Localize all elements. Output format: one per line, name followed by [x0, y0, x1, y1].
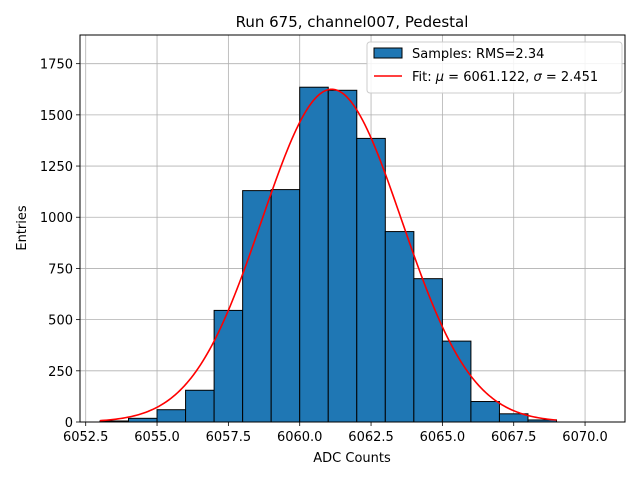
y-axis-label: Entries — [15, 205, 30, 251]
legend-fit-sigma-symbol: σ — [534, 70, 543, 85]
histogram-bar — [213, 309, 244, 423]
histogram-bar — [242, 190, 272, 423]
histogram-bar — [156, 409, 187, 423]
fit-curve — [99, 88, 557, 422]
y-tick-label: 0 — [65, 416, 73, 431]
x-axis-ticks: 6052.5 6055.0 6057.5 6060.0 6062.5 6065.0 6067… — [63, 422, 608, 445]
histogram-bar — [413, 278, 443, 423]
histogram-bar — [327, 89, 358, 423]
x-tick-label: 6065.0 — [420, 430, 466, 445]
y-tick-label: 1250 — [40, 160, 73, 175]
legend-box — [366, 41, 623, 94]
x-tick-label: 6062.5 — [348, 430, 394, 445]
legend-fit-prefix: Fit: — [412, 70, 436, 85]
legend-fit-sigma-value: = 2.451 — [542, 70, 598, 85]
y-tick-label: 250 — [48, 365, 73, 380]
histogram-bars — [99, 86, 558, 423]
legend-fit-mu-value: = 6061.122, — [444, 70, 533, 85]
x-tick-label: 6060.0 — [277, 430, 323, 445]
chart-title: Run 675, channel007, Pedestal — [236, 13, 469, 31]
fit-curve-group — [99, 88, 557, 422]
legend-fit-mu-symbol: μ — [435, 70, 444, 85]
histogram-bar — [270, 189, 301, 423]
histogram-bar — [356, 137, 386, 423]
x-tick-label: 6052.5 — [63, 430, 109, 445]
legend: Samples: RMS=2.34 Fit: μ = 6061.122, σ =… — [366, 41, 623, 94]
y-tick-label: 500 — [48, 314, 73, 329]
x-tick-label: 6057.5 — [206, 430, 252, 445]
y-tick-label: 1000 — [40, 211, 73, 226]
x-tick-label: 6067.5 — [491, 430, 537, 445]
y-tick-label: 1750 — [40, 58, 73, 73]
histogram-bar — [128, 417, 158, 423]
legend-swatch-samples — [373, 47, 403, 59]
legend-label-samples: Samples: RMS=2.34 — [412, 47, 544, 62]
y-axis-ticks: 0 250 500 750 1000 1250 1500 1750 — [40, 58, 80, 431]
histogram-bar — [384, 231, 415, 423]
histogram-bar — [470, 401, 500, 423]
histogram-bar — [185, 389, 215, 423]
x-tick-label: 6055.0 — [134, 430, 180, 445]
y-tick-label: 1500 — [40, 109, 73, 124]
plot-frame — [79, 34, 626, 423]
x-axis-label: ADC Counts — [313, 451, 391, 466]
x-tick-label: 6070.0 — [562, 430, 608, 445]
legend-label-fit: Fit: μ = 6061.122, σ = 2.451 — [412, 70, 598, 85]
histogram-bar — [299, 86, 329, 423]
y-tick-label: 750 — [48, 262, 73, 277]
